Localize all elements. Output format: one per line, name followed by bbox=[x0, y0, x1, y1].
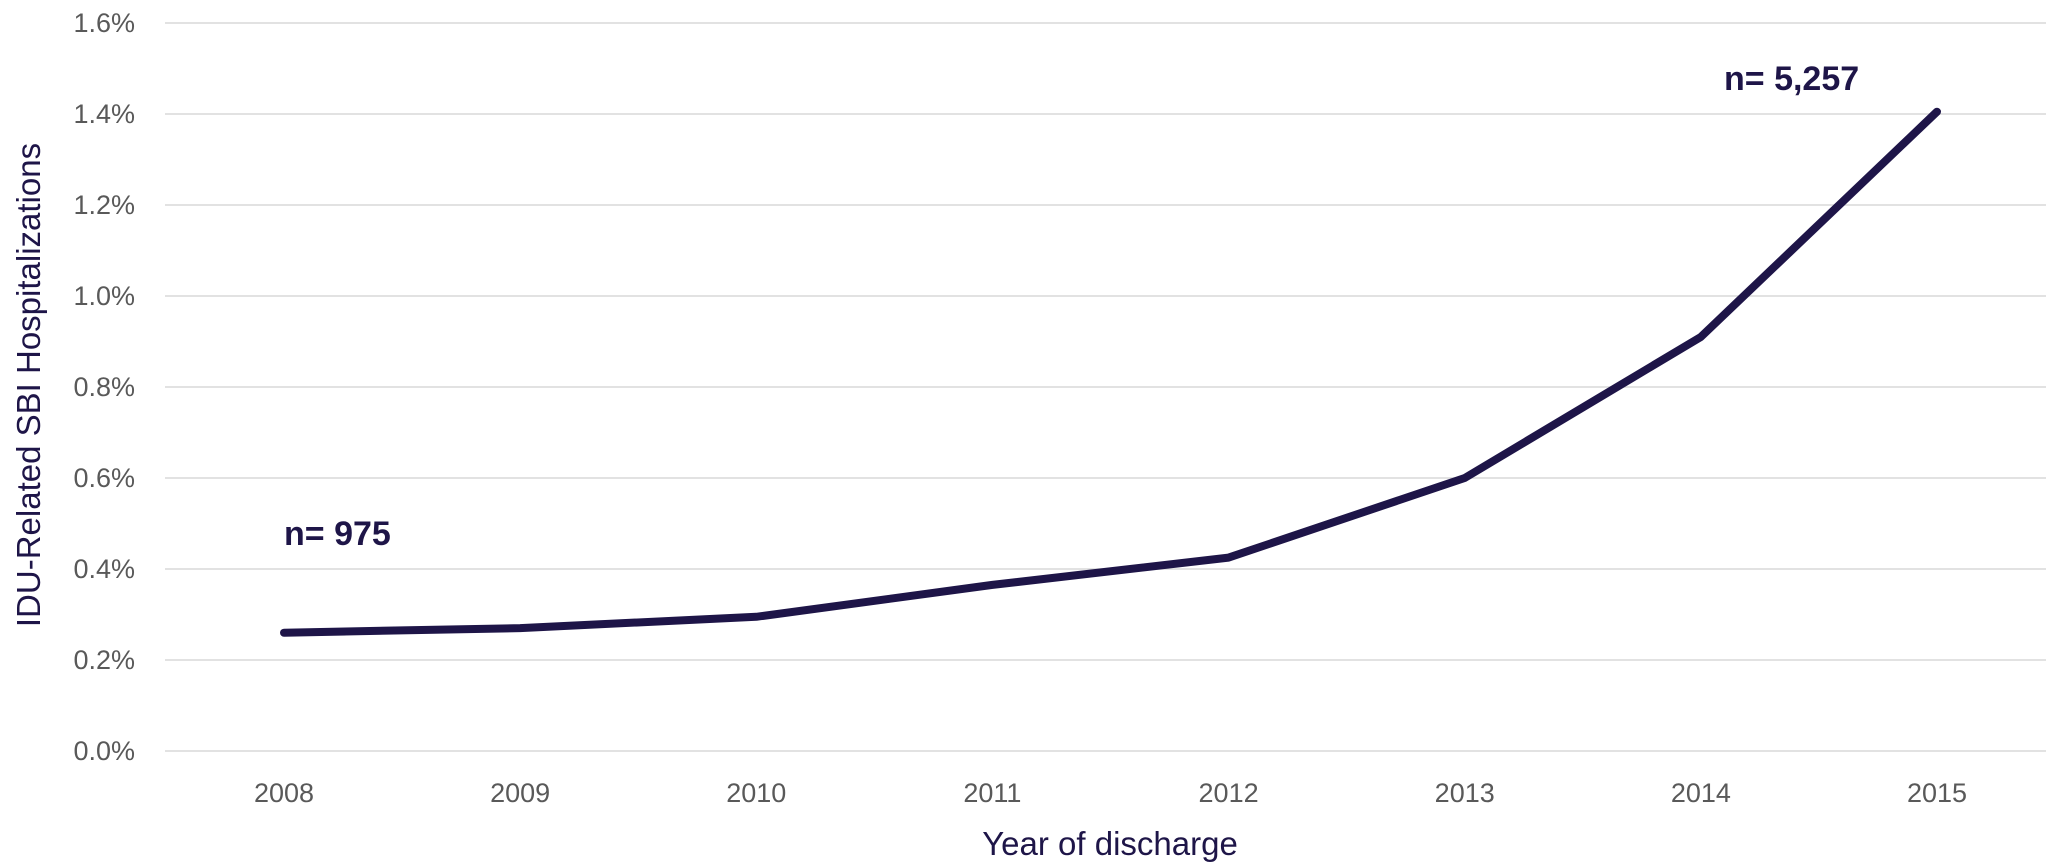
y-tick-label: 0.0% bbox=[73, 736, 135, 766]
y-axis-title: IDU-Related SBI Hospitalizations bbox=[10, 143, 47, 627]
gridlines bbox=[165, 22, 2046, 752]
x-tick-label: 2015 bbox=[1907, 778, 1967, 808]
annotations: n= 975 n= 5,257 bbox=[284, 60, 1859, 553]
data-point bbox=[989, 581, 996, 588]
x-tick-label: 2010 bbox=[726, 778, 786, 808]
y-tick-label: 0.8% bbox=[73, 372, 135, 402]
x-tick-label: 2013 bbox=[1435, 778, 1495, 808]
y-tick-label: 1.4% bbox=[73, 99, 135, 129]
data-point bbox=[753, 613, 760, 620]
annotation-label-1: n= 5,257 bbox=[1724, 60, 1859, 98]
x-tick-label: 2009 bbox=[490, 778, 550, 808]
y-tick-label: 1.2% bbox=[73, 190, 135, 220]
y-tick-label: 0.4% bbox=[73, 554, 135, 584]
y-tick-label: 0.2% bbox=[73, 645, 135, 675]
x-tick-label: 2012 bbox=[1199, 778, 1259, 808]
x-tick-label: 2008 bbox=[254, 778, 314, 808]
data-point bbox=[517, 625, 524, 632]
data-point bbox=[281, 629, 287, 636]
data-point bbox=[1225, 554, 1232, 561]
y-axis-ticks: 0.0% 0.2% 0.4% 0.6% 0.8% 1.0% 1.2% 1.4% 1.6% bbox=[73, 8, 135, 766]
series-line-0 bbox=[280, 107, 1941, 637]
y-tick-label: 0.6% bbox=[73, 463, 135, 493]
x-tick-label: 2014 bbox=[1671, 778, 1731, 808]
annotation-label-0: n= 975 bbox=[284, 515, 391, 553]
x-axis-title: Year of discharge bbox=[982, 825, 1238, 862]
x-tick-label: 2011 bbox=[963, 778, 1021, 808]
series-layer bbox=[280, 107, 1941, 637]
y-tick-label: 1.0% bbox=[73, 281, 135, 311]
data-point bbox=[1461, 475, 1468, 481]
data-point bbox=[1934, 108, 1940, 115]
y-tick-label: 1.6% bbox=[73, 8, 135, 38]
data-point bbox=[1697, 333, 1704, 340]
x-axis-ticks: 2008 2009 2010 2011 2012 2013 2014 2015 bbox=[254, 778, 1967, 808]
